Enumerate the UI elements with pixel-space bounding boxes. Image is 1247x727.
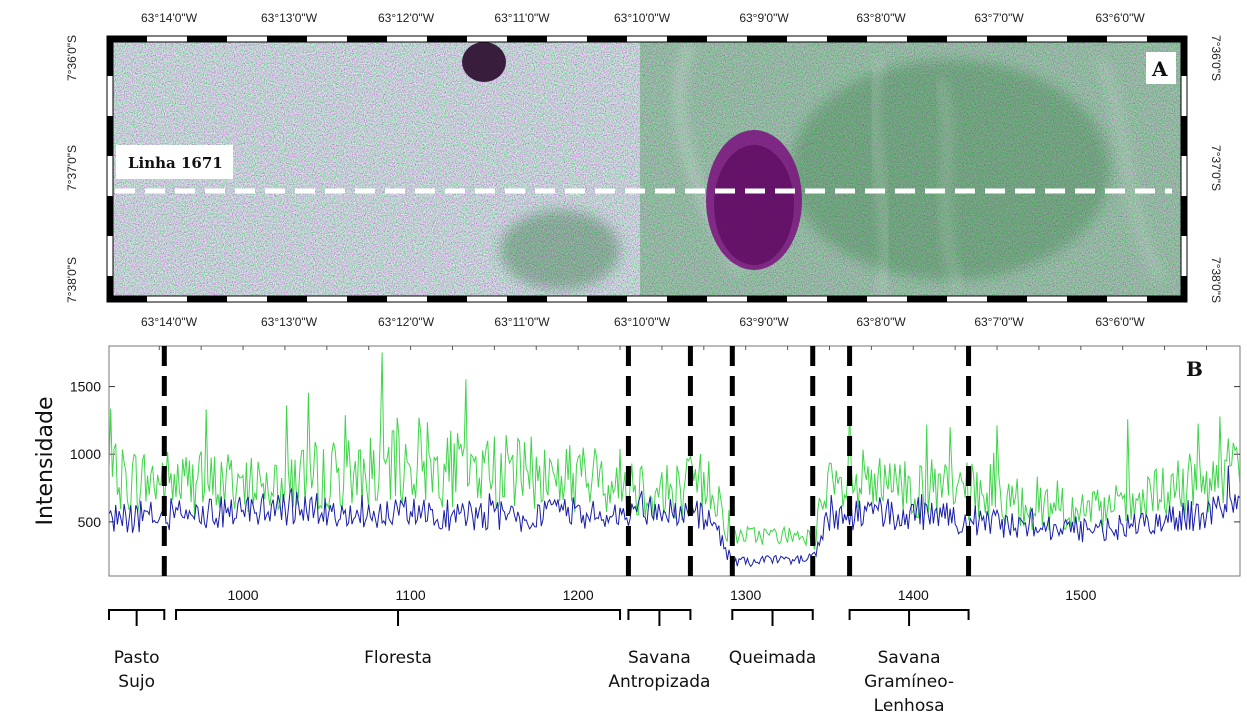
zone-label: Pasto bbox=[114, 648, 160, 668]
longitude-label: 63°11'0"W bbox=[494, 11, 550, 25]
x-tick-label: 1300 bbox=[730, 587, 761, 603]
longitude-label: 63°14'0"W bbox=[141, 11, 198, 25]
zone-brackets bbox=[108, 609, 970, 626]
y-tick-label: 1000 bbox=[70, 446, 101, 462]
zone-label: Antropizada bbox=[608, 672, 710, 692]
x-tick-label: 1200 bbox=[563, 587, 594, 603]
latitude-label: 7°37'0"S bbox=[65, 145, 79, 191]
panel-b-chart: 500 1000 1500 Intensidade B 1000 1100 1200 13… bbox=[33, 345, 1241, 716]
longitude-label: 63°9'0"W bbox=[739, 11, 789, 25]
x-tick-label: 1500 bbox=[1065, 587, 1096, 603]
zone-labels: Pasto Sujo Floresta Savana Antropizada Queima… bbox=[114, 648, 954, 716]
panel-a-map: 63°14'0"W 63°13'0"W 63°12'0"W 63°11'0"W 63°1… bbox=[65, 11, 1223, 329]
longitude-label: 63°10'0"W bbox=[614, 315, 671, 329]
zone-label: Queimada bbox=[729, 648, 817, 668]
zone-bracket bbox=[175, 609, 622, 626]
panel-a-label-box bbox=[1146, 52, 1176, 84]
zone-label: Floresta bbox=[364, 648, 432, 668]
latitude-label: 7°38'0"S bbox=[1209, 257, 1223, 303]
panel-a-label: A bbox=[1151, 57, 1168, 81]
x-tick-label: 1100 bbox=[396, 587, 426, 603]
zone-label: Savana bbox=[878, 648, 941, 668]
panel-b-label-box bbox=[1178, 350, 1212, 384]
series-line-green bbox=[109, 352, 1240, 550]
zone-bracket bbox=[627, 609, 692, 626]
zone-bracket bbox=[731, 609, 814, 626]
longitude-label: 63°10'0"W bbox=[614, 11, 671, 25]
longitude-label: 63°12'0"W bbox=[378, 11, 435, 25]
x-tick-label: 1000 bbox=[227, 587, 258, 603]
longitude-label: 63°7'0"W bbox=[974, 11, 1024, 25]
longitude-labels-top: 63°14'0"W 63°13'0"W 63°12'0"W 63°11'0"W 63°1… bbox=[141, 11, 1145, 25]
y-axis-label: Intensidade bbox=[33, 396, 58, 525]
zone-bracket bbox=[108, 609, 166, 626]
zone-label: Lenhosa bbox=[874, 696, 945, 716]
longitude-label: 63°9'0"W bbox=[739, 315, 789, 329]
line-label-box bbox=[116, 145, 233, 179]
map-frame bbox=[106, 35, 1188, 303]
series-group bbox=[109, 352, 1240, 568]
latitude-labels-left: 7°36'0"S 7°37'0"S 7°38'0"S bbox=[65, 35, 79, 303]
longitude-label: 63°8'0"W bbox=[856, 11, 906, 25]
longitude-label: 63°13'0"W bbox=[261, 315, 318, 329]
latitude-label: 7°37'0"S bbox=[1209, 145, 1223, 191]
sar-image: Linha 1671 A bbox=[113, 42, 1181, 296]
line-label: Linha 1671 bbox=[128, 154, 223, 172]
x-tick-label: 1400 bbox=[898, 587, 929, 603]
longitude-label: 63°11'0"W bbox=[494, 315, 550, 329]
longitude-label: 63°14'0"W bbox=[141, 315, 198, 329]
longitude-label: 63°8'0"W bbox=[856, 315, 906, 329]
latitude-label: 7°36'0"S bbox=[65, 35, 79, 81]
zone-label: Gramíneo- bbox=[864, 672, 954, 692]
latitude-label: 7°36'0"S bbox=[1209, 35, 1223, 81]
zone-bracket bbox=[848, 609, 970, 626]
longitude-label: 63°12'0"W bbox=[378, 315, 435, 329]
longitude-label: 63°6'0"W bbox=[1095, 315, 1145, 329]
x-axis: 1000 1100 1200 1300 1400 1500 bbox=[227, 587, 1096, 603]
y-tick-label: 1500 bbox=[70, 379, 101, 395]
latitude-labels-right: 7°36'0"S 7°37'0"S 7°38'0"S bbox=[1209, 35, 1223, 303]
panel-b-label: B bbox=[1186, 357, 1203, 381]
longitude-label: 63°13'0"W bbox=[261, 11, 318, 25]
longitude-labels-bottom: 63°14'0"W 63°13'0"W 63°12'0"W 63°11'0"W 63°1… bbox=[141, 315, 1145, 329]
zone-boundaries bbox=[161, 346, 972, 576]
longitude-label: 63°7'0"W bbox=[974, 315, 1024, 329]
y-tick-label: 500 bbox=[78, 514, 102, 530]
latitude-label: 7°38'0"S bbox=[65, 257, 79, 303]
longitude-label: 63°6'0"W bbox=[1095, 11, 1145, 25]
zone-label: Savana bbox=[628, 648, 691, 668]
zone-label: Sujo bbox=[118, 672, 155, 692]
dark-patch-north bbox=[462, 42, 506, 82]
plot-frame bbox=[108, 345, 1241, 577]
series-line-blue bbox=[109, 465, 1240, 568]
